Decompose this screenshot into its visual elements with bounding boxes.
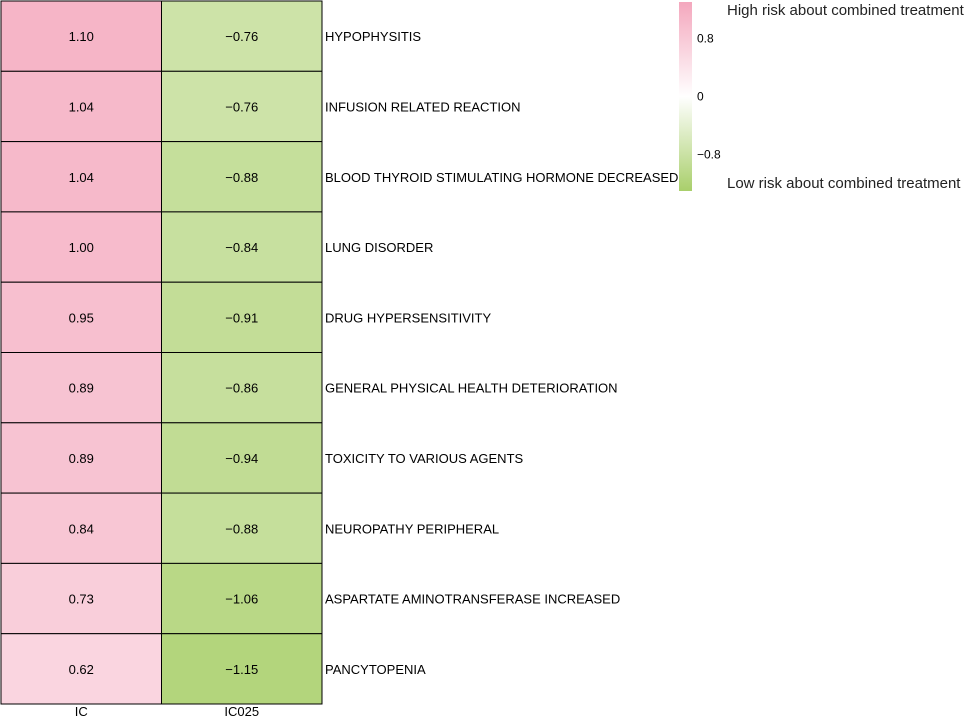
row-label: ASPARTATE AMINOTRANSFERASE INCREASED bbox=[325, 592, 620, 607]
heatmap-cell bbox=[0, 141, 162, 213]
cell-value-label: 0.95 bbox=[69, 310, 94, 325]
heatmap-cell bbox=[161, 70, 323, 143]
row-label: GENERAL PHYSICAL HEALTH DETERIORATION bbox=[325, 381, 618, 396]
legend-color-bar bbox=[679, 2, 692, 191]
row-label: NEUROPATHY PERIPHERAL bbox=[325, 521, 499, 536]
cell-value-label: −0.84 bbox=[225, 240, 258, 255]
cell-value-label: −0.91 bbox=[225, 310, 258, 325]
cell-value-label: 0.89 bbox=[69, 381, 94, 396]
heatmap-cell bbox=[161, 422, 323, 494]
heatmap-cell bbox=[161, 211, 323, 283]
cell-value-label: 0.84 bbox=[69, 521, 94, 536]
cell-value-label: −0.94 bbox=[225, 451, 258, 466]
row-label: HYPOPHYSITIS bbox=[325, 29, 421, 44]
heatmap-cell bbox=[161, 562, 323, 635]
legend-tick-label: 0.8 bbox=[697, 31, 714, 45]
row-label: BLOOD THYROID STIMULATING HORMONE DECREA… bbox=[325, 170, 678, 185]
row-label: DRUG HYPERSENSITIVITY bbox=[325, 310, 491, 325]
heatmap-cell bbox=[161, 281, 323, 354]
legend-tick-label: −0.8 bbox=[697, 148, 721, 162]
column-label: IC025 bbox=[224, 704, 259, 719]
row-label: TOXICITY TO VARIOUS AGENTS bbox=[325, 451, 524, 466]
heatmap-labels: 1.10 −0.76 HYPOPHYSITIS 1.04 −0.76 INFUSION R… bbox=[69, 29, 679, 719]
cell-value-label: 1.00 bbox=[69, 240, 94, 255]
heatmap-cell bbox=[161, 141, 323, 213]
cell-value-label: −0.88 bbox=[225, 170, 258, 185]
column-label: IC bbox=[75, 704, 88, 719]
heatmap-cell bbox=[161, 0, 323, 72]
row-label: LUNG DISORDER bbox=[325, 240, 433, 255]
heatmap-cell bbox=[0, 492, 162, 564]
cell-value-label: −1.15 bbox=[225, 662, 258, 677]
legend-low-label: Low risk about combined treatment bbox=[727, 175, 961, 192]
heatmap-cells bbox=[0, 0, 323, 705]
cell-value-label: 0.62 bbox=[69, 662, 94, 677]
heatmap-cell bbox=[0, 70, 162, 143]
cell-value-label: −0.76 bbox=[225, 99, 258, 114]
cell-value-label: 0.89 bbox=[69, 451, 94, 466]
cell-value-label: −1.06 bbox=[225, 592, 258, 607]
row-label: PANCYTOPENIA bbox=[325, 662, 426, 677]
cell-value-label: 1.04 bbox=[69, 99, 94, 114]
cell-value-label: −0.86 bbox=[225, 381, 258, 396]
heatmap-cell bbox=[161, 633, 323, 705]
cell-value-label: 1.10 bbox=[69, 29, 94, 44]
heatmap-cell bbox=[0, 633, 162, 705]
heatmap-cell bbox=[0, 422, 162, 494]
cell-value-label: −0.76 bbox=[225, 29, 258, 44]
legend-tick-label: 0 bbox=[697, 90, 704, 104]
heatmap-cell bbox=[0, 562, 162, 635]
heatmap-cell bbox=[0, 0, 162, 72]
heatmap-cell bbox=[161, 352, 323, 424]
cell-value-label: 0.73 bbox=[69, 592, 94, 607]
heatmap-cell bbox=[161, 492, 323, 564]
color-legend: High risk about combined treatment Low r… bbox=[679, 2, 965, 192]
cell-value-label: −0.88 bbox=[225, 521, 258, 536]
cell-value-label: 1.04 bbox=[69, 170, 94, 185]
legend-high-label: High risk about combined treatment bbox=[727, 2, 965, 19]
row-label: INFUSION RELATED REACTION bbox=[325, 99, 521, 114]
